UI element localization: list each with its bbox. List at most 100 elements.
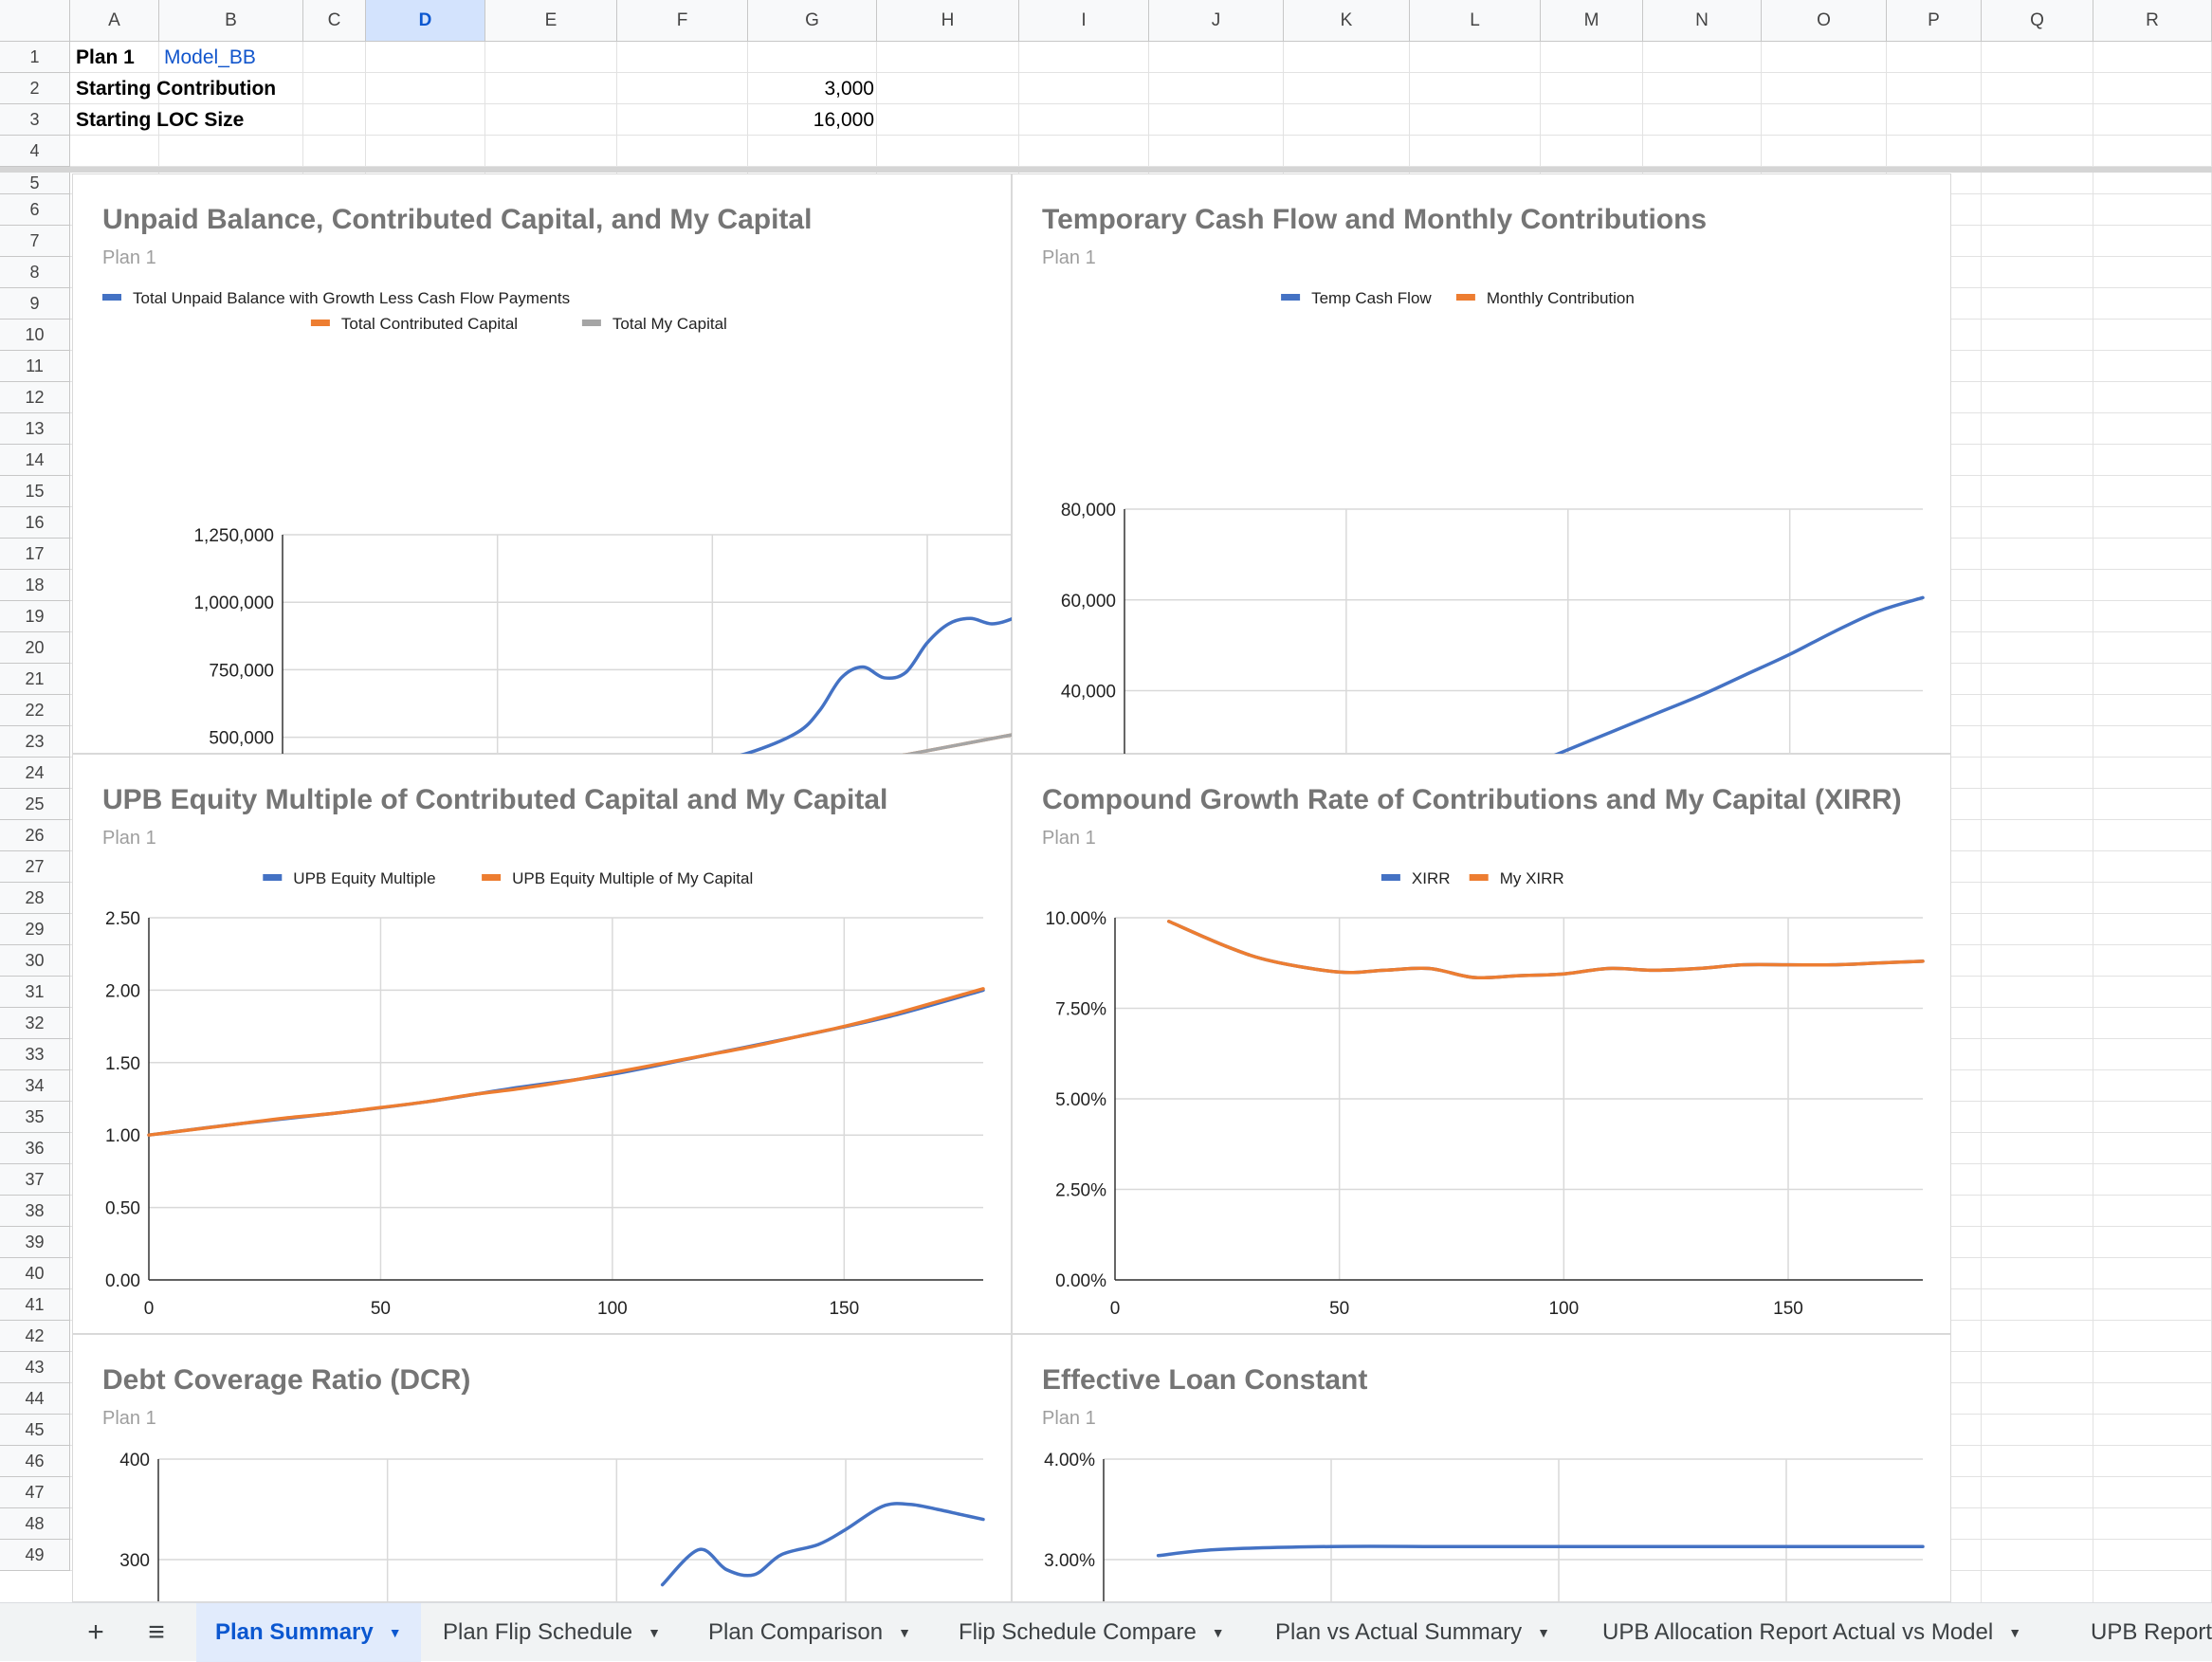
row-header-48[interactable]: 48 [0,1508,70,1540]
row-header-26[interactable]: 26 [0,820,70,851]
column-header-k[interactable]: K [1284,0,1410,42]
cell-b1[interactable]: Model_BB [164,46,256,68]
row-header-39[interactable]: 39 [0,1227,70,1258]
row-header-1[interactable]: 1 [0,42,70,73]
sheet-tab-plan-flip-schedule[interactable]: Plan Flip Schedule ▼ [424,1603,680,1662]
row-header-10[interactable]: 10 [0,320,70,351]
row-header-13[interactable]: 13 [0,413,70,445]
row-header-41[interactable]: 41 [0,1289,70,1321]
column-header-g[interactable]: G [748,0,877,42]
chart-temp-cash-flow[interactable]: Temporary Cash Flow and Monthly Contribu… [1012,174,1951,755]
tab-dropdown-icon[interactable]: ▼ [898,1625,911,1640]
tab-dropdown-icon[interactable]: ▼ [1537,1625,1550,1640]
row-header-4[interactable]: 4 [0,136,70,167]
tab-dropdown-icon[interactable]: ▼ [648,1625,661,1640]
add-sheet-icon[interactable]: + [87,1616,104,1648]
column-header-j[interactable]: J [1149,0,1284,42]
column-header-q[interactable]: Q [1982,0,2093,42]
chart-unpaid-balance[interactable]: Unpaid Balance, Contributed Capital, and… [72,174,1013,755]
row-header-40[interactable]: 40 [0,1258,70,1289]
row-header-9[interactable]: 9 [0,288,70,320]
column-header-c[interactable]: C [303,0,366,42]
row-header-36[interactable]: 36 [0,1133,70,1164]
row-header-12[interactable]: 12 [0,382,70,413]
row-header-24[interactable]: 24 [0,758,70,789]
row-header-15[interactable]: 15 [0,476,70,507]
column-header-l[interactable]: L [1410,0,1541,42]
row-header-47[interactable]: 47 [0,1477,70,1508]
tab-dropdown-icon[interactable]: ▼ [1211,1625,1225,1640]
row-header-5[interactable]: 5 [0,173,70,194]
row-header-2[interactable]: 2 [0,73,70,104]
row-header-45[interactable]: 45 [0,1415,70,1446]
row-header-34[interactable]: 34 [0,1070,70,1102]
tab-dropdown-icon[interactable]: ▼ [2008,1625,2022,1640]
column-header-b[interactable]: B [159,0,303,42]
row-header-7[interactable]: 7 [0,226,70,257]
row-header-25[interactable]: 25 [0,789,70,820]
column-header-m[interactable]: M [1541,0,1643,42]
row-header-29[interactable]: 29 [0,914,70,945]
row-header-18[interactable]: 18 [0,570,70,601]
row-header-21[interactable]: 21 [0,664,70,695]
chart-xirr[interactable]: Compound Growth Rate of Contributions an… [1012,754,1951,1334]
row-header-23[interactable]: 23 [0,726,70,758]
chart-loan-constant[interactable]: Effective Loan Constant Plan 1 3.00% 4.00% [1012,1334,1951,1602]
row-header-33[interactable]: 33 [0,1039,70,1070]
column-header-n[interactable]: N [1643,0,1762,42]
sheet-tab-plan-comparison[interactable]: Plan Comparison ▼ [689,1603,930,1662]
column-header-i[interactable]: I [1019,0,1149,42]
row-header-49[interactable]: 49 [0,1540,70,1571]
column-header-f[interactable]: F [617,0,748,42]
chart-svg: Compound Growth Rate of Contributions an… [1042,784,1925,1319]
row-header-38[interactable]: 38 [0,1196,70,1227]
cell-a2[interactable]: Starting Contribution [76,78,277,100]
freeze-divider[interactable] [0,167,2212,173]
column-header-a[interactable]: A [70,0,159,42]
row-header-20[interactable]: 20 [0,632,70,664]
row-header-30[interactable]: 30 [0,945,70,977]
row-header-16[interactable]: 16 [0,507,70,539]
row-header-35[interactable]: 35 [0,1102,70,1133]
row-header-3[interactable]: 3 [0,104,70,136]
row-header-27[interactable]: 27 [0,851,70,883]
chart-dcr[interactable]: Debt Coverage Ratio (DCR) Plan 1 300 400 [72,1334,1012,1602]
column-header-e[interactable]: E [485,0,617,42]
row-header-46[interactable]: 46 [0,1446,70,1477]
column-header-d[interactable]: D [366,0,485,42]
row-header-6[interactable]: 6 [0,194,70,226]
row-header-11[interactable]: 11 [0,351,70,382]
row-header-14[interactable]: 14 [0,445,70,476]
sheet-tab-plan-vs-actual-summary[interactable]: Plan vs Actual Summary ▼ [1256,1603,1569,1662]
cell-a1[interactable]: Plan 1 [76,46,135,68]
row-header-31[interactable]: 31 [0,977,70,1008]
cell-g2[interactable]: 3,000 [824,78,874,100]
cell-a3[interactable]: Starting LOC Size [76,109,245,131]
sheet-tab-upb-report[interactable]: UPB Report [2072,1603,2212,1662]
tab-dropdown-icon[interactable]: ▼ [388,1625,402,1640]
column-header-h[interactable]: H [877,0,1019,42]
row-gridline [70,72,2212,73]
row-header-22[interactable]: 22 [0,695,70,726]
row-header-17[interactable]: 17 [0,539,70,570]
row-header-28[interactable]: 28 [0,883,70,914]
column-header-o[interactable]: O [1762,0,1887,42]
column-header-r[interactable]: R [2093,0,2212,42]
sheet-tab-upb-allocation-report-actual-vs-model[interactable]: UPB Allocation Report Actual vs Model ▼ [1583,1603,2040,1662]
select-all-corner[interactable] [0,0,70,42]
cell-g3[interactable]: 16,000 [813,109,874,131]
sheet-tab-plan-summary[interactable]: Plan Summary ▼ [196,1603,421,1662]
chart-equity-multiple[interactable]: UPB Equity Multiple of Contributed Capit… [72,754,1012,1334]
series-line [897,733,1013,755]
row-header-43[interactable]: 43 [0,1352,70,1383]
row-header-8[interactable]: 8 [0,257,70,288]
row-header-42[interactable]: 42 [0,1321,70,1352]
column-header-p[interactable]: P [1887,0,1982,42]
all-sheets-menu-icon[interactable]: ≡ [148,1616,165,1648]
row-header-37[interactable]: 37 [0,1164,70,1196]
row-header-19[interactable]: 19 [0,601,70,632]
sheet-tab-flip-schedule-compare[interactable]: Flip Schedule Compare ▼ [940,1603,1244,1662]
row-header-32[interactable]: 32 [0,1008,70,1039]
row-header-44[interactable]: 44 [0,1383,70,1415]
